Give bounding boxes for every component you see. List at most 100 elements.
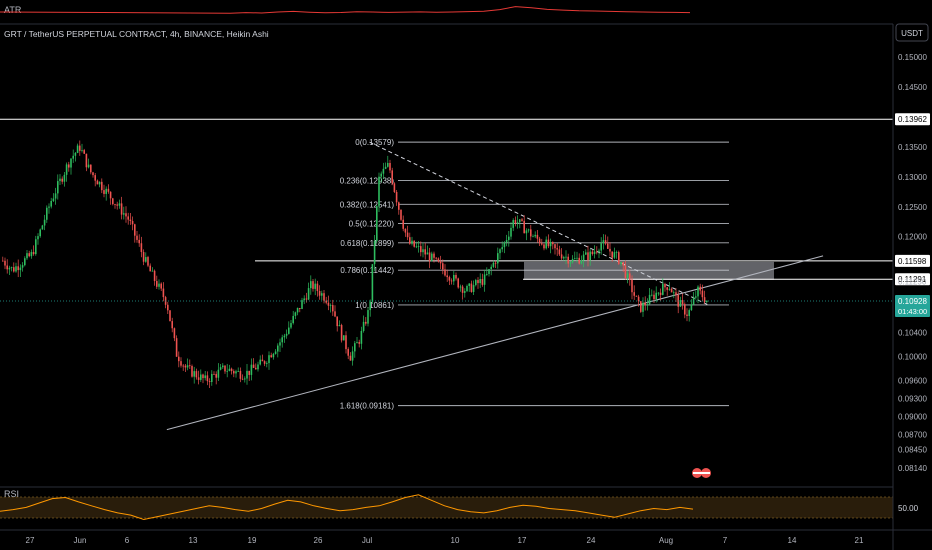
- price-tick-label: 0.13000: [898, 173, 927, 182]
- time-axis[interactable]: 27 Jun 6 13 19 26 Jul 10 17 24 Aug 7 14 21: [26, 536, 864, 545]
- event-icon[interactable]: [692, 468, 711, 478]
- candle-body: [369, 301, 371, 311]
- candle-body: [613, 252, 616, 258]
- candle-body: [413, 240, 415, 247]
- candle-body: [499, 249, 501, 254]
- candle-body: [338, 325, 341, 327]
- candle-body: [65, 164, 68, 175]
- candle-body: [204, 375, 206, 379]
- candle-body: [563, 257, 565, 259]
- candle-body: [437, 258, 440, 262]
- candle-body: [316, 283, 319, 291]
- candle-body: [72, 155, 74, 159]
- candle-body: [695, 296, 697, 298]
- candle-body: [279, 342, 281, 346]
- candle-body: [446, 275, 448, 278]
- candle-body: [468, 283, 470, 287]
- candle-body: [19, 267, 22, 271]
- key-level-label: 0.11291: [898, 275, 927, 284]
- fib-level-label: 0.236(0.12938): [340, 177, 395, 186]
- candle-body: [182, 365, 184, 367]
- candle-body: [191, 366, 193, 377]
- candle-body: [136, 235, 138, 240]
- price-axis[interactable]: 0.15000 0.14500 0.13500 0.13000 0.12500 0.120…: [898, 53, 927, 473]
- candle-body: [527, 229, 530, 231]
- candle-body: [263, 361, 266, 364]
- candle-body: [477, 280, 479, 284]
- candle-body: [681, 300, 684, 305]
- candle-body: [171, 321, 173, 329]
- atr-pane[interactable]: ATR: [0, 5, 691, 15]
- currency-button[interactable]: USDT: [895, 23, 929, 42]
- candle-body: [292, 315, 294, 324]
- candle-body: [222, 365, 224, 368]
- candle-body: [618, 252, 620, 264]
- candle-body: [426, 252, 429, 255]
- candle-body: [329, 305, 332, 306]
- candle-body: [629, 273, 631, 280]
- time-tick-label: 14: [788, 536, 797, 545]
- candle-body: [444, 269, 446, 276]
- candle-body: [640, 301, 642, 312]
- candle-body: [145, 257, 147, 262]
- candle-body: [393, 183, 396, 192]
- candle-body: [593, 251, 596, 254]
- candle-body: [305, 298, 308, 300]
- candle-body: [237, 370, 239, 372]
- price-tick-label: 0.11250: [898, 278, 927, 287]
- candle-body: [457, 278, 459, 288]
- key-levels[interactable]: 0.13962 0.11598 0.11291: [0, 113, 930, 286]
- trendlines[interactable]: [166, 141, 824, 431]
- rsi-pane[interactable]: RSI 50.00: [0, 489, 919, 521]
- candle-body: [127, 216, 129, 220]
- candle-body: [312, 281, 314, 289]
- candle-body: [268, 355, 270, 364]
- fib-level-label: 0(0.13579): [355, 138, 394, 147]
- candle-body: [398, 202, 400, 210]
- candle-body: [382, 168, 385, 174]
- candle-body: [637, 296, 640, 302]
- candle-body: [481, 279, 484, 285]
- candle-body: [464, 291, 466, 293]
- candle-body: [54, 193, 57, 199]
- atr-line: [0, 6, 691, 14]
- time-tick-label: 17: [518, 536, 527, 545]
- fibonacci-retracement[interactable]: 0(0.13579) 0.236(0.12938) 0.382(0.12541) 0.…: [340, 138, 729, 411]
- candle-body: [98, 181, 101, 185]
- candle-body: [17, 266, 19, 271]
- candle-body: [497, 253, 499, 264]
- candle-body: [114, 204, 116, 205]
- candle-body: [558, 249, 561, 255]
- countdown-label: 01:43:00: [898, 307, 927, 316]
- candle-body: [118, 203, 121, 206]
- candle-body: [598, 250, 600, 252]
- candle-body: [307, 288, 310, 300]
- resistance-zone-box[interactable]: [524, 261, 774, 280]
- ascending-support-line[interactable]: [166, 255, 824, 431]
- candle-body: [706, 300, 708, 302]
- candle-body: [68, 164, 70, 168]
- candle-body: [358, 342, 360, 344]
- candle-body: [547, 239, 550, 247]
- candle-body: [211, 373, 213, 383]
- candle-body: [554, 244, 556, 249]
- resistance-zone[interactable]: [524, 261, 774, 280]
- candle-body: [609, 248, 611, 252]
- candle-body: [85, 153, 88, 168]
- candle-body: [490, 266, 492, 270]
- candle-body: [142, 252, 145, 262]
- candle-body: [147, 257, 149, 266]
- candle-body: [35, 239, 37, 255]
- candle-body: [24, 258, 26, 266]
- candle-body: [453, 274, 455, 282]
- time-tick-label: Jun: [74, 536, 87, 545]
- candle-body: [354, 343, 356, 352]
- candle-body: [37, 236, 39, 240]
- key-level-price-tag: [895, 273, 930, 286]
- candle-body: [552, 242, 554, 245]
- candle-body: [624, 265, 627, 279]
- candle-body: [448, 277, 451, 281]
- candle-body: [655, 292, 657, 300]
- candle-body: [519, 219, 521, 223]
